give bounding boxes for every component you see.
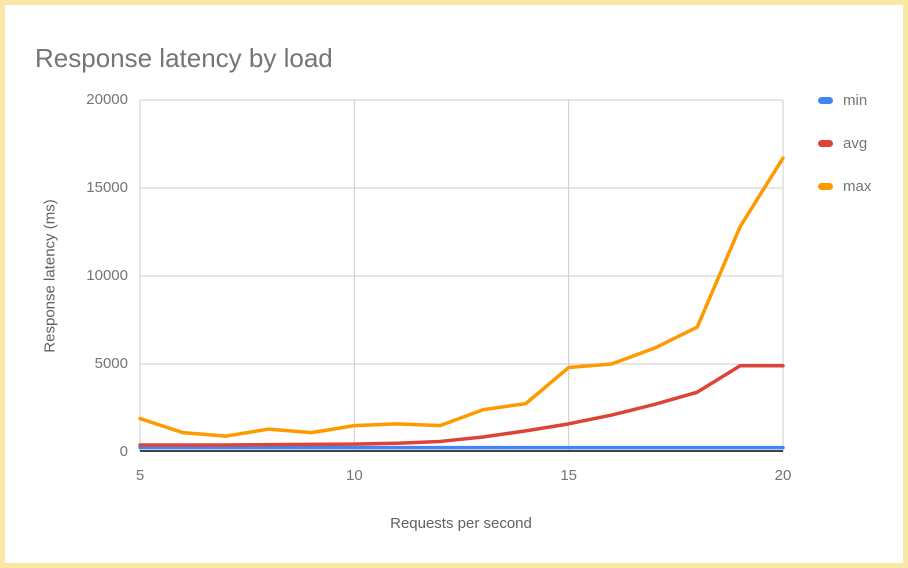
gridlines [139, 99, 784, 452]
x-tick-label: 10 [345, 467, 363, 484]
y-tick-label: 20000 [86, 91, 128, 108]
legend-swatch-min [818, 96, 833, 104]
series-line-avg [138, 364, 785, 447]
series-line-max [138, 156, 785, 438]
legend-swatch-avg [818, 139, 833, 147]
y-tick-label: 5000 [94, 355, 128, 372]
legend-label-max: max [843, 177, 872, 195]
legend-item-min: min [818, 91, 871, 109]
legend-label-min: min [843, 91, 868, 109]
x-tick-label: 20 [774, 467, 792, 484]
plot-area [138, 99, 785, 452]
y-axis-title: Response latency (ms) [41, 199, 59, 353]
x-tick-label: 5 [135, 467, 145, 484]
legend-label-avg: avg [843, 134, 868, 152]
legend-swatch-max [818, 182, 833, 190]
chart-title: Response latency by load [35, 43, 333, 73]
y-tick-label: 15000 [86, 179, 128, 196]
legend-item-avg: avg [818, 134, 871, 152]
legend-item-max: max [818, 177, 872, 195]
legend: min avg max [818, 92, 871, 221]
series-lines [138, 156, 785, 450]
y-tick-label: 0 [119, 443, 128, 460]
y-tick-label: 10000 [86, 267, 128, 284]
x-tick-label: 15 [560, 467, 577, 484]
x-axis-title: Requests per second [390, 515, 532, 532]
